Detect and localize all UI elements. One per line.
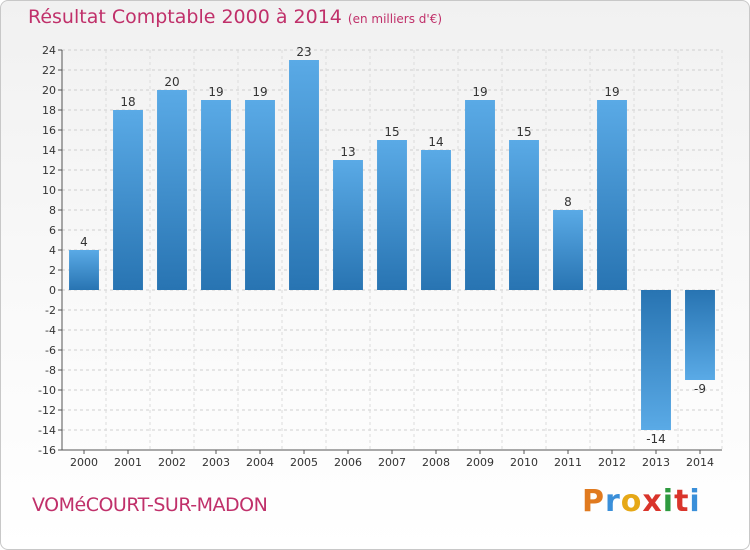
proxiti-logo-letter: x xyxy=(642,484,663,519)
x-tick-label: 2005 xyxy=(290,456,318,469)
x-tick-label: 2000 xyxy=(70,456,98,469)
chart-subtitle: (en milliers d'€) xyxy=(347,12,443,26)
bar xyxy=(201,100,231,290)
data-label: 19 xyxy=(472,85,487,99)
bar xyxy=(157,90,187,290)
proxiti-logo-letter: o xyxy=(620,484,643,519)
bar xyxy=(69,250,99,290)
proxiti-logo-letter: t xyxy=(674,484,690,519)
x-tick-label: 2014 xyxy=(686,456,714,469)
y-tick-label: -10 xyxy=(38,384,56,397)
x-tick-label: 2012 xyxy=(598,456,626,469)
data-label: 19 xyxy=(252,85,267,99)
y-tick-label: 0 xyxy=(49,284,56,297)
data-label: 15 xyxy=(516,125,531,139)
y-tick-label: -14 xyxy=(38,424,56,437)
y-tick-label: 8 xyxy=(49,204,56,217)
proxiti-logo-letter: i xyxy=(662,484,675,519)
y-tick-label: -8 xyxy=(45,364,56,377)
y-tick-label: 2 xyxy=(49,264,56,277)
x-tick-label: 2007 xyxy=(378,456,406,469)
x-tick-label: 2004 xyxy=(246,456,274,469)
data-label: 15 xyxy=(384,125,399,139)
bar xyxy=(333,160,363,290)
bar xyxy=(597,100,627,290)
y-tick-label: -2 xyxy=(45,304,56,317)
axes: -16-14-12-10-8-6-4-202468101214161820222… xyxy=(38,44,722,469)
data-label: 19 xyxy=(208,85,223,99)
x-tick-label: 2001 xyxy=(114,456,142,469)
commune-name: VOMéCOURT-SUR-MADON xyxy=(32,494,268,516)
data-label: 23 xyxy=(296,45,311,59)
data-label: 19 xyxy=(604,85,619,99)
x-tick-label: 2006 xyxy=(334,456,362,469)
x-tick-label: 2008 xyxy=(422,456,450,469)
y-tick-label: -16 xyxy=(38,444,56,457)
data-label: -9 xyxy=(694,382,706,396)
y-tick-label: 14 xyxy=(42,144,56,157)
x-tick-label: 2009 xyxy=(466,456,494,469)
bar xyxy=(421,150,451,290)
y-tick-label: -4 xyxy=(45,324,56,337)
x-tick-label: 2011 xyxy=(554,456,582,469)
y-tick-label: 24 xyxy=(42,44,56,57)
x-tick-label: 2010 xyxy=(510,456,538,469)
y-tick-label: 22 xyxy=(42,64,56,77)
bar xyxy=(553,210,583,290)
x-tick-label: 2003 xyxy=(202,456,230,469)
y-tick-label: 6 xyxy=(49,224,56,237)
y-tick-label: 4 xyxy=(49,244,56,257)
bar xyxy=(113,110,143,290)
y-tick-label: -6 xyxy=(45,344,56,357)
data-label: 8 xyxy=(564,195,572,209)
y-tick-label: 10 xyxy=(42,184,56,197)
y-tick-label: 18 xyxy=(42,104,56,117)
data-labels: 4 18 20 19 19 23 13 15 14 19 15 8 19 -14 -9 xyxy=(80,45,706,446)
proxiti-logo-letter: r xyxy=(605,484,621,519)
data-label: 14 xyxy=(428,135,443,149)
bar xyxy=(641,290,671,430)
chart-title: Résultat Comptable 2000 à 2014 (en millie… xyxy=(28,6,443,28)
y-tick-label: 20 xyxy=(42,84,56,97)
x-tick-label: 2002 xyxy=(158,456,186,469)
bar xyxy=(509,140,539,290)
x-tick-label: 2013 xyxy=(642,456,670,469)
proxiti-logo-letter: P xyxy=(582,484,605,519)
data-label: 4 xyxy=(80,235,88,249)
y-tick-label: 16 xyxy=(42,124,56,137)
proxiti-logo: Proxiti xyxy=(582,484,701,519)
data-label: 13 xyxy=(340,145,355,159)
bar xyxy=(465,100,495,290)
data-label: -14 xyxy=(646,432,666,446)
y-tick-label: 12 xyxy=(42,164,56,177)
data-label: 18 xyxy=(120,95,135,109)
bar xyxy=(245,100,275,290)
proxiti-logo-letter: i xyxy=(689,484,701,519)
data-label: 20 xyxy=(164,75,179,89)
bar xyxy=(377,140,407,290)
y-tick-label: -12 xyxy=(38,404,56,417)
bars xyxy=(69,60,715,430)
bar xyxy=(685,290,715,380)
bar xyxy=(289,60,319,290)
